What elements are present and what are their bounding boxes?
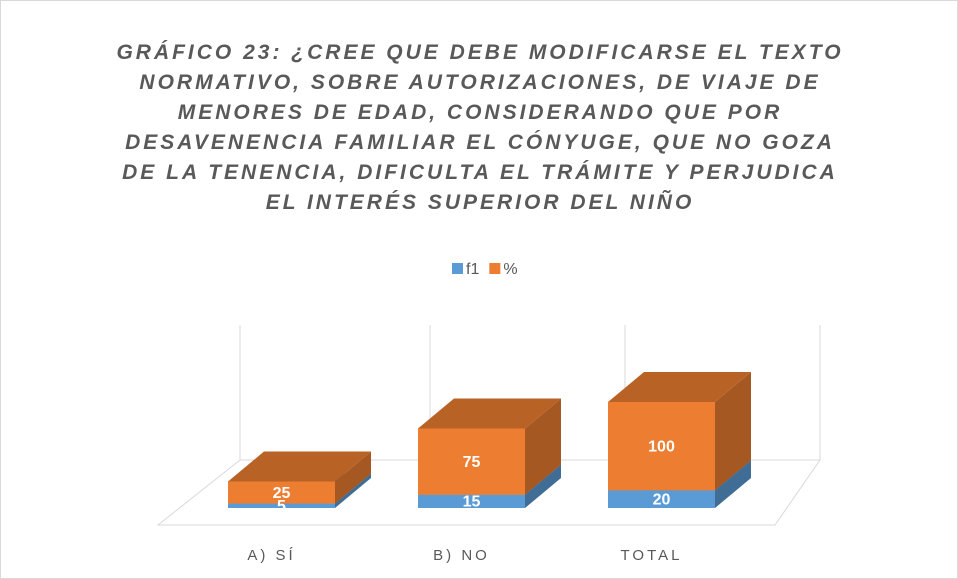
bar-top	[608, 372, 751, 402]
chart-title: GRÁFICO 23: ¿CREE QUE DEBE MODIFICARSE E…	[116, 41, 844, 214]
bar-front	[608, 490, 715, 508]
x-tick-label: B) NO	[433, 547, 490, 564]
data-label: 20	[653, 491, 671, 508]
data-label: 25	[273, 485, 291, 502]
data-label: 75	[463, 454, 481, 471]
bar-top	[228, 451, 371, 482]
data-label: 100	[648, 438, 675, 455]
bar-segment	[228, 451, 371, 504]
bar-segment	[418, 398, 561, 495]
bar-side	[715, 372, 751, 491]
data-label: 15	[463, 494, 481, 511]
legend-label: %	[503, 261, 517, 278]
legend-swatch	[489, 263, 501, 274]
legend-label: f1	[466, 261, 479, 278]
bar-side	[335, 473, 371, 508]
bar-front	[418, 494, 525, 508]
bar-front	[608, 402, 715, 491]
bar-front	[228, 503, 335, 508]
bar-front	[418, 428, 525, 495]
bar-front	[228, 481, 335, 504]
legend-swatch	[452, 263, 463, 274]
data-label: 5	[277, 498, 286, 515]
bar-segment	[608, 372, 751, 491]
bar-side	[525, 398, 561, 495]
bar-side	[525, 464, 561, 508]
bar-side	[335, 451, 371, 504]
x-tick-label: A) SÍ	[247, 547, 295, 564]
bar-side	[715, 460, 751, 508]
bar-top	[418, 398, 561, 429]
x-tick-label: TOTAL	[621, 547, 683, 564]
